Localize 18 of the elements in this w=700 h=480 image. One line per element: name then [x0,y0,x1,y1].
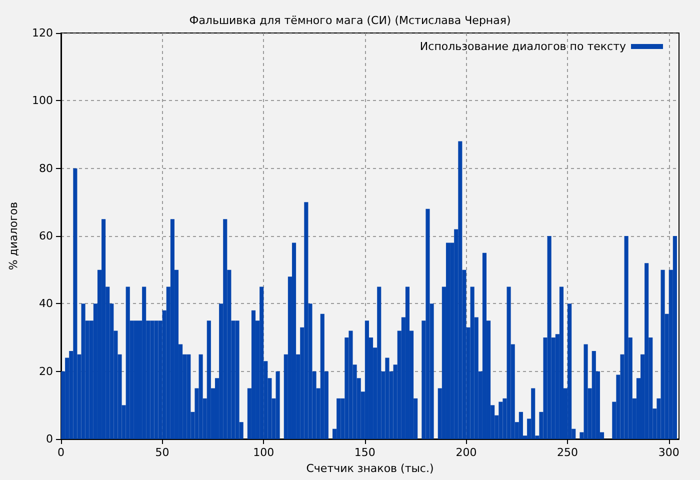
x-tick-label: 0 [58,446,64,459]
x-tick-label: 300 [658,446,680,459]
legend-label: Использование диалогов по тексту [420,40,626,53]
y-tick-label: 20 [39,364,53,378]
y-axis-title: % диалогов [7,202,20,270]
y-tick-label: 120 [32,26,53,40]
y-tick-label: 40 [39,297,53,310]
x-tick-label: 250 [557,446,578,459]
x-tick-label: 150 [354,446,376,459]
y-tick-label: 100 [32,94,53,108]
x-axis-title: Счетчик знаков (тыс.) [306,462,434,475]
x-tick-label: 50 [155,446,170,459]
x-tick-label: 100 [253,446,274,459]
x-tick-label: 200 [456,446,477,459]
y-tick-label: 80 [39,162,53,175]
chart-title: Фальшивка для тёмного мага (СИ) (Мстислава Черная) [189,14,511,27]
y-tick-label: 60 [39,230,53,242]
y-tick-label: 0 [46,432,53,446]
